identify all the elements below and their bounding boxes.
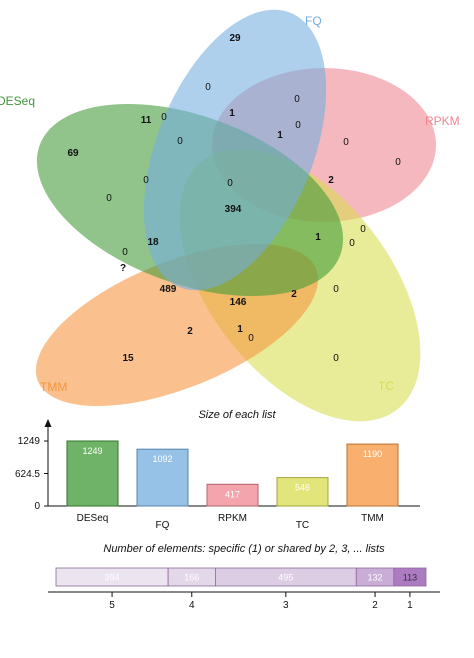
- size-bar: [276, 477, 329, 507]
- size-chart-title: Size of each list: [198, 409, 276, 421]
- shared-bar-segment: [393, 567, 427, 587]
- venn-count: 69: [67, 148, 79, 159]
- size-bar-category: RPKM: [218, 513, 247, 524]
- size-bar-value: 546: [295, 483, 310, 493]
- venn-count: 1: [237, 324, 243, 335]
- venn-set-label-fq: FQ: [305, 14, 322, 28]
- shared-bar-value: 113: [403, 573, 417, 583]
- shared-category-label: 3: [283, 600, 289, 611]
- size-bar-value: 417: [225, 489, 240, 499]
- size-bar: [346, 443, 399, 507]
- size-bar-value: 1190: [363, 449, 382, 459]
- venn-count: 15: [122, 353, 134, 364]
- y-tick-label: 0: [34, 501, 40, 512]
- size-bar-chart: Size of each list 1249 624.5 0 1249 DESeq…: [15, 409, 420, 531]
- venn-count: ?: [120, 263, 126, 274]
- venn-region-counts: 29 69 0 0 15 0 0 11 0 1 0 1 0 0 0 2 0 39…: [67, 33, 401, 364]
- venn-count: 146: [230, 297, 247, 308]
- y-tick-label: 1249: [18, 436, 41, 447]
- venn-set-label-tc: TC: [378, 379, 394, 393]
- size-bar-category: TMM: [361, 513, 384, 524]
- venn-count: 0: [294, 94, 300, 105]
- venn-count: 2: [187, 326, 193, 337]
- venn-set-label-rpkm: RPKM: [425, 114, 460, 128]
- y-axis-arrow: [44, 419, 52, 427]
- venn-set-fq-ellipse: [143, 9, 327, 291]
- size-bar-value: 1092: [152, 454, 172, 464]
- venn-count: 1: [315, 232, 321, 243]
- shared-bars-group: 394 5 166 4 495 3 132 2 113 1: [55, 567, 427, 611]
- size-bar-category: DESeq: [77, 513, 109, 524]
- shared-bar-value: 132: [368, 573, 383, 583]
- venn-count: 2: [328, 175, 334, 186]
- size-bar: [66, 440, 119, 507]
- venn-count: 0: [248, 333, 254, 344]
- shared-bar-value: 166: [184, 573, 199, 583]
- shared-bar-chart: Number of elements: specific (1) or shar…: [48, 543, 440, 611]
- venn-count: 1: [277, 130, 283, 141]
- venn-count: 0: [205, 82, 211, 93]
- size-bars-group: 1249 DESeq 1092 FQ 417 RPKM 546 TC 1190 TMM: [66, 440, 399, 531]
- venn-count: 0: [349, 238, 355, 249]
- venn-count: 489: [160, 284, 177, 295]
- venn-count: 11: [141, 115, 152, 126]
- shared-category-label: 1: [407, 600, 413, 611]
- venn-count: 0: [395, 157, 401, 168]
- venn-count: 0: [343, 137, 349, 148]
- venn-count: 0: [333, 284, 339, 295]
- venn-count: 0: [106, 193, 112, 204]
- venn-count: 1: [229, 108, 235, 119]
- size-bar-category: TC: [296, 520, 309, 531]
- size-bar: [206, 483, 259, 507]
- venn-count: 0: [143, 175, 149, 186]
- shared-category-label: 4: [189, 600, 195, 611]
- venn-count: 0: [227, 178, 233, 189]
- venn-count: 18: [147, 237, 159, 248]
- venn-diagram: FQ DESeq RPKM TMM TC 29 69 0 0 15 0 0 11…: [0, 9, 460, 422]
- venn-count: 0: [333, 353, 339, 364]
- shared-category-label: 5: [109, 600, 115, 611]
- venn-count: 0: [161, 112, 167, 123]
- venn-set-label-tmm: TMM: [40, 380, 67, 394]
- venn-count: 2: [291, 289, 297, 300]
- venn-count: 0: [122, 247, 128, 258]
- venn-set-label-deseq: DESeq: [0, 94, 35, 108]
- shared-bar-value: 495: [278, 573, 293, 583]
- size-bar-category: FQ: [156, 520, 170, 531]
- venn-count: 0: [295, 120, 301, 131]
- size-bar-value: 1249: [82, 446, 102, 456]
- size-bar: [136, 448, 189, 507]
- shared-chart-title: Number of elements: specific (1) or shar…: [103, 543, 385, 555]
- y-tick-label: 624.5: [15, 469, 40, 480]
- shared-bar-value: 394: [105, 573, 120, 583]
- shared-category-label: 2: [372, 600, 378, 611]
- venn-count: 0: [177, 136, 183, 147]
- venn-count: 29: [229, 33, 241, 44]
- venn-count: 0: [360, 224, 366, 235]
- venn-count: 394: [225, 204, 242, 215]
